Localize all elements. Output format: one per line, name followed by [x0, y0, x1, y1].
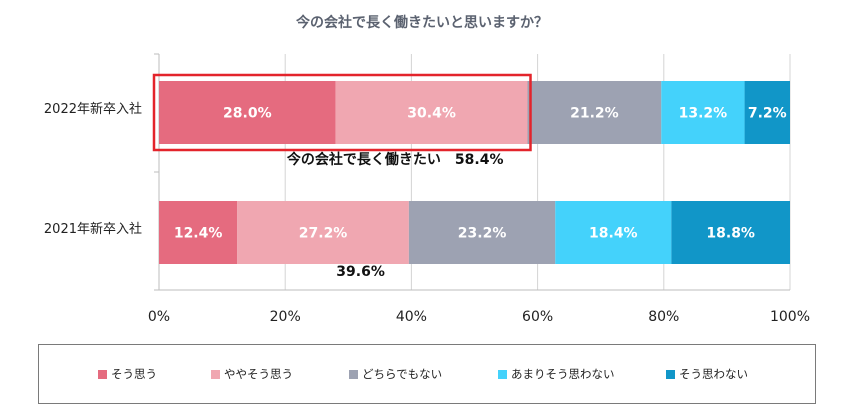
legend-item: どちらでもない	[349, 366, 442, 382]
chart-title: 今の会社で長く働きたいと思いますか？	[295, 14, 548, 31]
bar-segment	[527, 81, 662, 144]
data-label: 18.4%	[589, 226, 638, 242]
legend-label: そう思う	[111, 367, 157, 381]
category-label: 2021年新卒入社	[44, 221, 142, 237]
bar-segment	[661, 81, 745, 144]
annotation-label: 今の会社で長く働きたい 58.4%	[286, 151, 504, 168]
legend-item: そう思わない	[666, 366, 748, 382]
x-tick-label: 100%	[770, 309, 810, 325]
legend-swatch	[666, 369, 675, 379]
data-label: 12.4%	[174, 226, 223, 242]
category-label: 2022年新卒入社	[44, 101, 142, 117]
data-label: 23.2%	[458, 226, 507, 242]
annotation-label: 39.6%	[336, 264, 385, 280]
x-tick-label: 40%	[396, 309, 427, 325]
x-tick-label: 60%	[522, 309, 553, 325]
bar-segment	[408, 201, 556, 264]
legend-label: あまりそう思わない	[511, 367, 615, 381]
legend-item: そう思う	[98, 366, 157, 382]
x-tick-label: 20%	[270, 309, 301, 325]
legend-swatch	[498, 369, 507, 379]
data-label: 13.2%	[679, 106, 728, 122]
bar-segment	[744, 81, 790, 144]
data-label: 7.2%	[748, 106, 787, 122]
data-label: 28.0%	[223, 106, 272, 122]
bar-segment	[237, 201, 409, 264]
legend-label: どちらでもない	[362, 367, 443, 381]
bar-segment	[335, 81, 528, 144]
legend-swatch	[211, 369, 220, 379]
highlight-box	[152, 73, 532, 152]
bar-segment	[159, 201, 238, 264]
legend-label: そう思わない	[679, 367, 748, 381]
bar-segment	[555, 201, 672, 264]
bar-segment	[671, 201, 790, 264]
data-label: 27.2%	[299, 226, 348, 242]
x-tick-label: 0%	[148, 309, 170, 325]
chart-legend: そう思う ややそう思う どちらでもない あまりそう思わない そう思わない	[38, 344, 816, 404]
legend-swatch	[349, 369, 358, 379]
x-tick-label: 80%	[648, 309, 679, 325]
legend-swatch	[98, 369, 107, 379]
data-label: 18.8%	[706, 226, 755, 242]
data-label: 30.4%	[407, 106, 456, 122]
data-label: 21.2%	[570, 106, 619, 122]
legend-label: ややそう思う	[224, 367, 293, 381]
legend-item: あまりそう思わない	[498, 366, 615, 382]
legend-item: ややそう思う	[211, 366, 293, 382]
bar-segment	[159, 81, 336, 144]
